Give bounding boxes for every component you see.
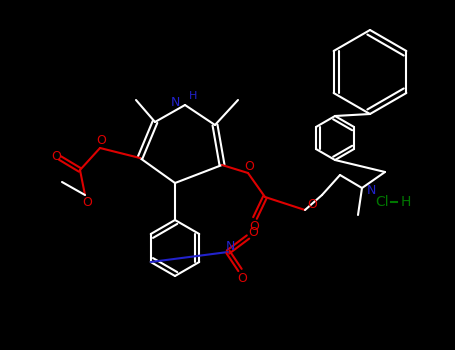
Text: N: N: [225, 240, 235, 253]
Text: N: N: [367, 184, 376, 197]
Text: O: O: [307, 198, 317, 211]
Text: O: O: [249, 219, 259, 232]
Text: H: H: [401, 195, 411, 209]
Text: O: O: [82, 196, 92, 209]
Text: H: H: [189, 91, 197, 101]
Text: O: O: [248, 225, 258, 238]
Text: Cl: Cl: [375, 195, 389, 209]
Text: O: O: [96, 134, 106, 147]
Text: O: O: [237, 272, 247, 285]
Text: O: O: [244, 160, 254, 173]
Text: O: O: [51, 149, 61, 162]
Text: N: N: [171, 97, 180, 110]
